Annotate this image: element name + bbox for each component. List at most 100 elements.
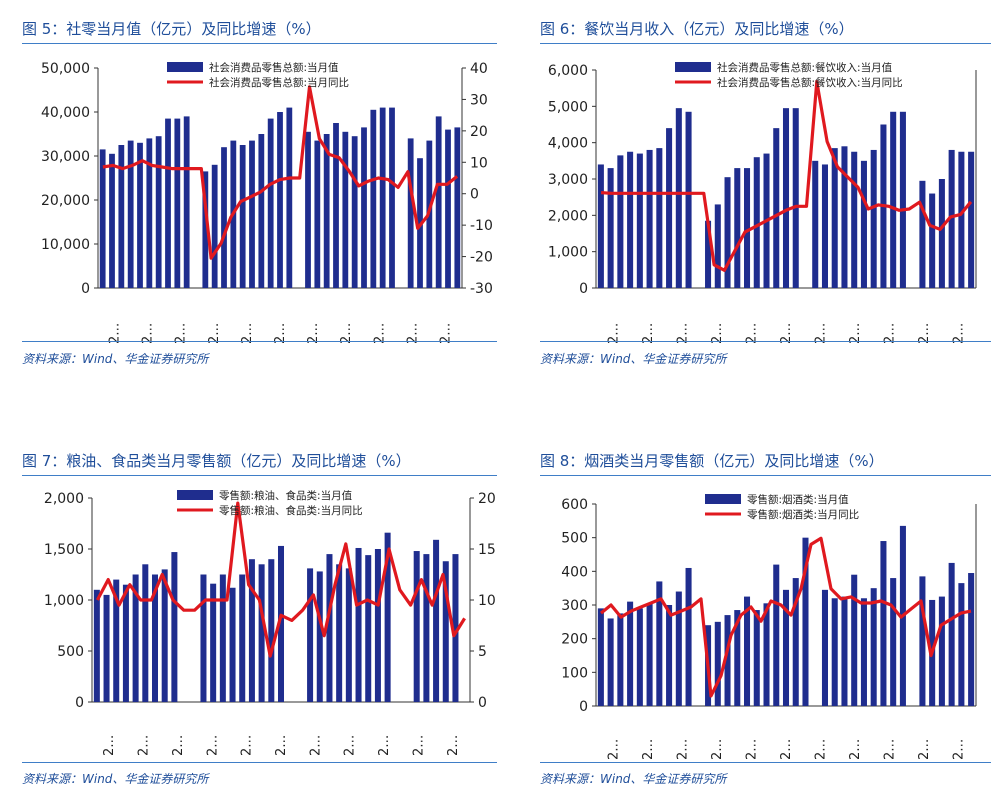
x-tick-label: 2… xyxy=(675,739,690,760)
y-tick-label-left: 1,000 xyxy=(548,245,588,261)
y-tick-label-left: 40,000 xyxy=(41,105,90,121)
x-tick-label: 2… xyxy=(779,739,794,760)
x-tick-label: 2… xyxy=(917,739,932,760)
bar xyxy=(646,603,653,706)
bar xyxy=(132,574,139,702)
legend-label-line: 零售额:烟酒类:当月同比 xyxy=(747,508,859,521)
bar xyxy=(685,111,692,289)
y-tick-label-left: 0 xyxy=(579,281,588,297)
bar xyxy=(127,140,134,288)
x-tick-label: 2… xyxy=(641,323,656,344)
bar xyxy=(323,134,330,288)
bar xyxy=(155,136,162,288)
x-tick-label: 2… xyxy=(848,323,863,344)
bar xyxy=(342,131,349,288)
bar xyxy=(229,587,236,702)
source-note: 资料来源：Wind、华金证券研究所 xyxy=(540,772,727,786)
y-tick-label-left: 20,000 xyxy=(41,193,90,209)
y-tick-label-right: 10 xyxy=(478,593,496,609)
bar xyxy=(413,551,420,702)
y-tick-label-right: 15 xyxy=(478,542,496,558)
bar xyxy=(782,108,790,289)
bar xyxy=(958,583,965,706)
bar xyxy=(277,112,283,288)
x-tick-label: 2… xyxy=(343,735,358,756)
bar xyxy=(919,180,926,288)
x-tick-label: 2… xyxy=(306,323,321,344)
x-tick-label: 2… xyxy=(141,323,156,344)
bar xyxy=(831,148,838,288)
bar xyxy=(210,583,217,702)
source-rule xyxy=(540,762,991,763)
x-tick-label: 2… xyxy=(883,739,898,760)
bar xyxy=(435,116,442,289)
source-rule xyxy=(540,341,991,342)
y-tick-label-right: 0 xyxy=(478,695,487,711)
y-tick-label-right: -20 xyxy=(470,250,493,266)
bar xyxy=(929,193,936,288)
y-tick-label-right: -10 xyxy=(470,218,493,234)
y-tick-label-left: 100 xyxy=(561,665,588,681)
bar xyxy=(617,613,624,706)
x-tick-label: 2… xyxy=(372,323,387,344)
bar xyxy=(151,574,159,702)
chart-title: 图 5：社零当月值（亿元）及同比增速（%） xyxy=(22,20,321,38)
x-tick-label: 2… xyxy=(779,323,794,344)
x-tick-label: 2… xyxy=(641,739,656,760)
bar xyxy=(802,537,809,706)
bar xyxy=(890,578,897,706)
bar xyxy=(333,123,339,288)
x-tick-label: 2… xyxy=(171,735,186,756)
bar xyxy=(146,138,153,288)
bar xyxy=(636,153,643,288)
y-tick-label-right: -30 xyxy=(470,281,493,297)
bar xyxy=(103,594,110,702)
bar xyxy=(782,589,790,706)
bar xyxy=(958,151,965,288)
bar xyxy=(968,573,975,706)
bar xyxy=(407,138,414,288)
y-tick-label-left: 300 xyxy=(561,598,588,614)
y-tick-label-right: 20 xyxy=(478,491,496,507)
bar xyxy=(351,136,358,288)
chart-title: 图 6：餐饮当月收入（亿元）及同比增速（%） xyxy=(540,20,854,38)
legend-label-bar: 零售额:粮油、食品类:当月值 xyxy=(219,489,353,502)
bar xyxy=(109,153,115,288)
bar xyxy=(239,574,246,702)
legend-label-line: 社会消费品零售总额:当月同比 xyxy=(209,76,349,89)
x-tick-label: 2… xyxy=(675,323,690,344)
bar xyxy=(666,605,673,706)
bar xyxy=(617,155,624,288)
bar xyxy=(118,145,125,288)
bar xyxy=(646,149,653,288)
x-tick-label: 2… xyxy=(446,735,461,756)
legend-label-line: 零售额:粮油、食品类:当月同比 xyxy=(219,504,363,517)
bar xyxy=(597,164,604,288)
bar xyxy=(821,589,828,706)
bar xyxy=(792,108,799,289)
bar xyxy=(384,532,391,702)
bar xyxy=(744,168,751,288)
legend-swatch-bar xyxy=(177,490,213,500)
bar xyxy=(211,164,218,288)
bar xyxy=(219,574,226,702)
bar xyxy=(675,591,682,706)
bar xyxy=(202,171,209,288)
x-tick-label: 2… xyxy=(405,323,420,344)
x-tick-label: 2… xyxy=(137,735,152,756)
y-tick-label-right: 20 xyxy=(470,124,488,140)
chart-svg: 0 1,000 2,000 3,000 4,000 5,000 6,000 2… 2… 2… 2… 2… xyxy=(548,61,977,344)
x-tick-label: 2… xyxy=(240,323,255,344)
y-tick-label-left: 1,000 xyxy=(44,593,84,609)
source-note: 资料来源：Wind、华金证券研究所 xyxy=(22,772,209,786)
bar xyxy=(183,116,190,289)
bar xyxy=(122,584,129,702)
legend-label-bar: 零售额:烟酒类:当月值 xyxy=(747,493,849,506)
bar xyxy=(753,157,760,288)
bar xyxy=(734,610,741,706)
y-tick-label-left: 2,000 xyxy=(44,491,84,507)
bar xyxy=(268,559,275,702)
x-tick-label: 2… xyxy=(174,323,189,344)
bar xyxy=(948,149,955,288)
